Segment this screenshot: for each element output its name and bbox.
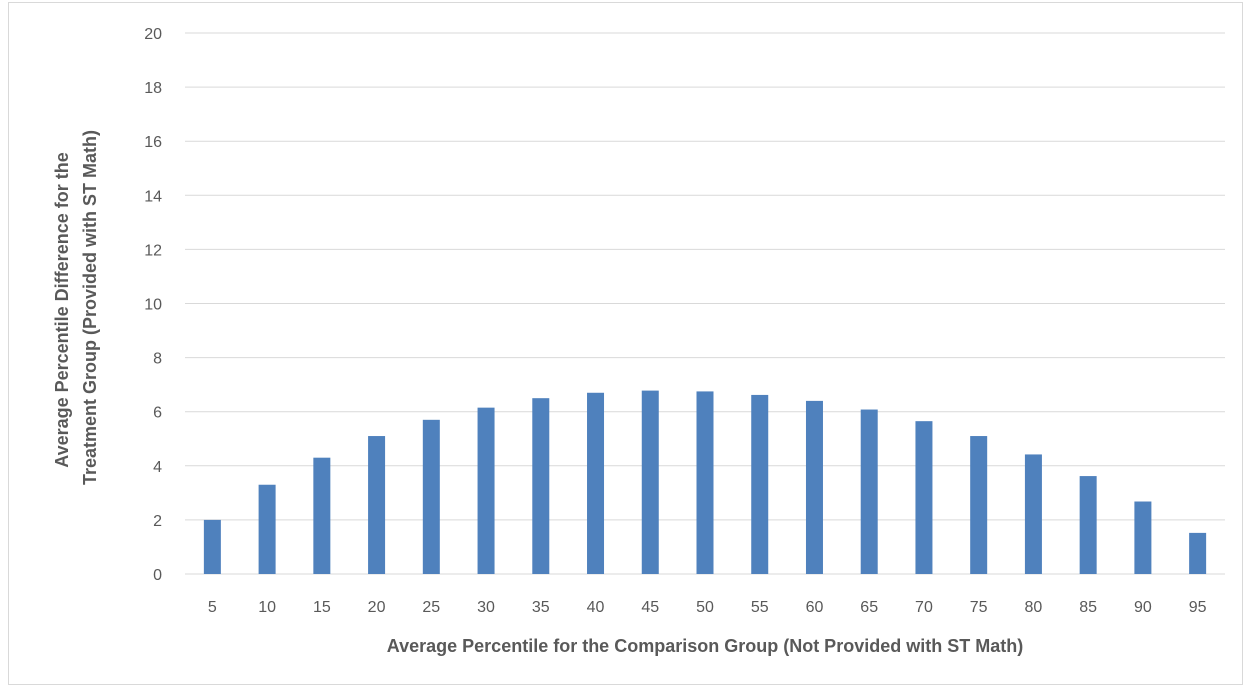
x-tick-label: 75 (970, 599, 988, 616)
bar-90 (1134, 501, 1152, 574)
y-axis-title: Average Percentile Difference for the Tr… (52, 130, 100, 485)
x-tick-label: 55 (751, 599, 769, 616)
x-axis-ticks: 5 10 15 20 25 30 35 40 45 50 55 60 65 70 75 80 85 90 95 (208, 599, 1207, 616)
bar-65 (860, 409, 878, 574)
bar-95 (1189, 532, 1207, 574)
bar-40 (587, 392, 605, 574)
x-tick-label: 10 (258, 599, 276, 616)
y-tick-label: 8 (153, 351, 162, 368)
y-tick-label: 0 (153, 567, 162, 584)
x-tick-label: 5 (208, 599, 217, 616)
gridlines (185, 32, 1225, 575)
x-tick-label: 20 (368, 599, 386, 616)
y-tick-label: 14 (144, 188, 162, 205)
x-tick-label: 80 (1025, 599, 1043, 616)
y-axis-title-line-2: Treatment Group (Provided with ST Math) (80, 130, 100, 485)
y-tick-label: 20 (144, 26, 162, 43)
bar-60 (805, 400, 823, 574)
x-tick-label: 65 (860, 599, 878, 616)
y-tick-label: 10 (144, 297, 162, 314)
x-tick-label: 70 (915, 599, 933, 616)
bar-70 (915, 421, 933, 574)
x-tick-label: 25 (422, 599, 440, 616)
chart-frame (8, 2, 1243, 685)
x-tick-label: 40 (587, 599, 605, 616)
x-tick-label: 45 (641, 599, 659, 616)
y-tick-label: 12 (144, 242, 162, 259)
x-tick-label: 95 (1189, 599, 1207, 616)
y-tick-label: 18 (144, 80, 162, 97)
x-tick-label: 90 (1134, 599, 1152, 616)
bar-35 (532, 398, 550, 574)
bar-75 (970, 436, 988, 574)
bar-80 (1024, 454, 1042, 574)
x-tick-label: 30 (477, 599, 495, 616)
bar-50 (696, 391, 714, 574)
bar-45 (641, 390, 659, 574)
x-tick-label: 35 (532, 599, 550, 616)
bar-5 (203, 519, 221, 574)
x-axis-title: Average Percentile for the Comparison Gr… (387, 636, 1023, 656)
y-tick-label: 4 (153, 459, 162, 476)
x-tick-label: 60 (806, 599, 824, 616)
y-axis-ticks: 0 2 4 6 8 10 12 14 16 18 20 (144, 26, 162, 584)
bar-85 (1079, 476, 1097, 574)
y-axis-title-line-1: Average Percentile Difference for the (52, 152, 72, 467)
y-tick-label: 6 (153, 405, 162, 422)
bar-10 (258, 484, 276, 574)
bar-15 (313, 457, 331, 574)
x-tick-label: 15 (313, 599, 331, 616)
x-tick-label: 50 (696, 599, 714, 616)
bars (203, 390, 1207, 574)
bar-55 (751, 394, 769, 574)
bar-25 (422, 419, 440, 574)
bar-20 (368, 436, 386, 574)
bar-30 (477, 407, 495, 574)
y-tick-label: 2 (153, 513, 162, 530)
y-tick-label: 16 (144, 134, 162, 151)
x-tick-label: 85 (1079, 599, 1097, 616)
